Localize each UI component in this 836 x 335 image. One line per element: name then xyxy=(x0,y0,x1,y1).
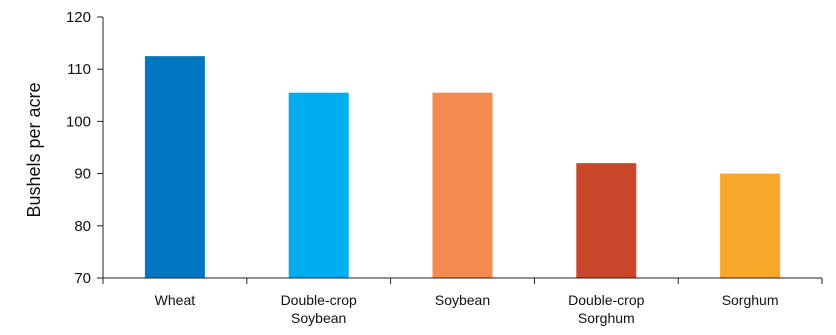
y-tick-label: 90 xyxy=(74,166,91,183)
y-tick-label: 120 xyxy=(66,9,91,26)
y-tick-label: 110 xyxy=(67,61,91,78)
x-category-label: Wheat xyxy=(155,292,196,308)
bar xyxy=(144,56,205,279)
x-category-label: Double-crop Sorghum xyxy=(568,292,644,326)
y-tick-label: 80 xyxy=(74,218,91,235)
x-category-label: Soybean xyxy=(435,292,490,308)
bars xyxy=(144,56,781,279)
y-axis-title: Bushels per acre xyxy=(24,82,44,217)
y-tick-label: 100 xyxy=(66,113,91,130)
x-axis-ticks: Wheat Double-crop Soybean Soybean Double-cro… xyxy=(102,278,823,326)
y-axis-title-group: Bushels per acre xyxy=(24,82,44,217)
y-axis-ticks: 70 80 90 100 110 120 xyxy=(66,9,103,287)
bar xyxy=(432,92,493,278)
y-tick-label: 70 xyxy=(74,270,91,287)
bar xyxy=(576,163,637,278)
x-category-label: Double-crop Soybean xyxy=(281,292,357,326)
bar xyxy=(720,173,781,278)
x-category-label: Sorghum xyxy=(722,292,779,308)
bar xyxy=(288,92,349,278)
